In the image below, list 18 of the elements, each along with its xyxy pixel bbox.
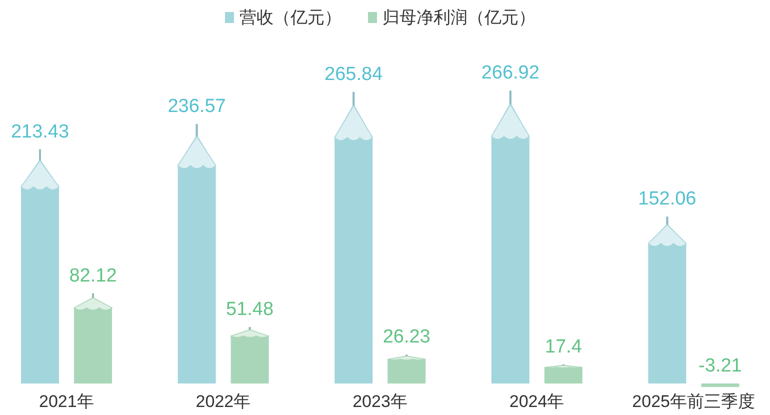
x-tick-label: 2022年 (196, 392, 251, 412)
data-label: 265.84 (324, 64, 384, 85)
data-label: 213.43 (10, 121, 70, 142)
data-label: 236.57 (168, 96, 226, 117)
data-label: 82.12 (69, 265, 117, 286)
x-tick-label: 2023年 (352, 392, 408, 412)
data-label: 26.23 (382, 326, 430, 348)
data-label: 17.4 (544, 336, 582, 358)
data-label: -3.21 (698, 355, 742, 376)
data-label: 51.48 (226, 299, 274, 320)
legend-label: 归母净利润（亿元） (382, 6, 536, 28)
legend-label: 营收（亿元） (240, 6, 342, 28)
x-tick-label: 2024年 (509, 392, 564, 412)
x-tick-label: 2021年 (38, 392, 94, 412)
x-tick-label: 2025年前三季度 (632, 392, 756, 412)
bar (701, 383, 740, 387)
data-label: 152.06 (638, 188, 696, 210)
data-label: 266.92 (481, 62, 540, 84)
